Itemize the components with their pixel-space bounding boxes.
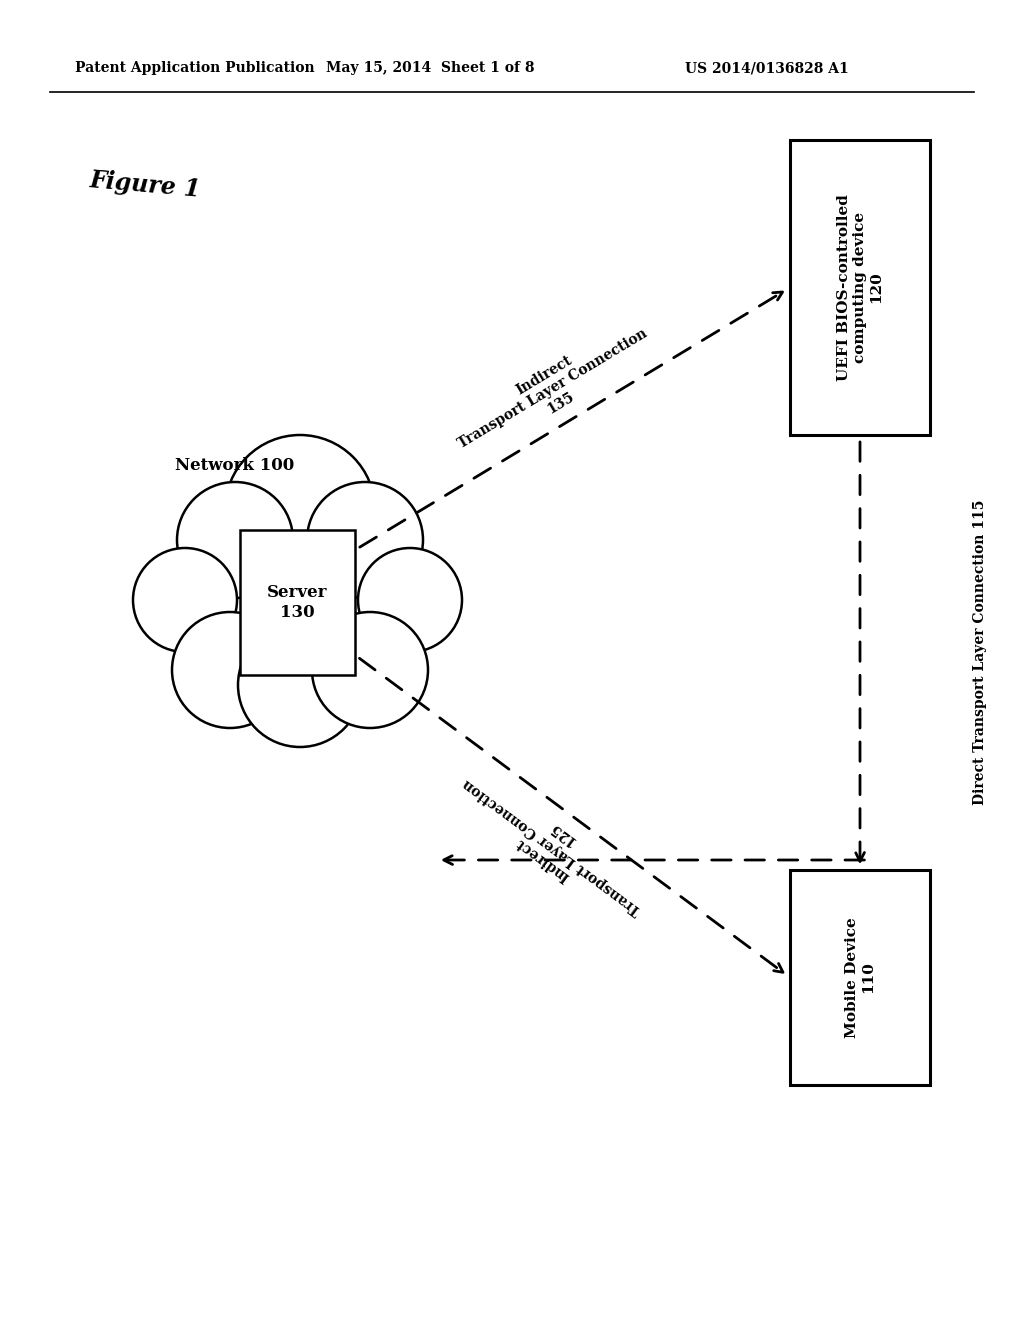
Text: Figure 1: Figure 1 — [88, 168, 202, 202]
Bar — [790, 870, 930, 1085]
Text: UEFI BIOS-controlled
computing device
120: UEFI BIOS-controlled computing device 12… — [837, 194, 883, 381]
Bar — [240, 531, 355, 675]
Text: Direct Transport Layer Connection 115: Direct Transport Layer Connection 115 — [973, 500, 987, 805]
Circle shape — [225, 436, 375, 585]
Text: May 15, 2014  Sheet 1 of 8: May 15, 2014 Sheet 1 of 8 — [326, 61, 535, 75]
Circle shape — [312, 612, 428, 729]
Text: Patent Application Publication: Patent Application Publication — [75, 61, 314, 75]
Circle shape — [177, 482, 293, 598]
Text: Indirect
Transport Layer Connection
135: Indirect Transport Layer Connection 135 — [447, 313, 657, 465]
Text: Network 100: Network 100 — [175, 457, 294, 474]
Text: Indirect
Transport Layer Connection
125: Indirect Transport Layer Connection 125 — [451, 763, 654, 929]
Text: Mobile Device
110: Mobile Device 110 — [845, 917, 876, 1038]
Circle shape — [172, 612, 288, 729]
Text: US 2014/0136828 A1: US 2014/0136828 A1 — [685, 61, 849, 75]
Circle shape — [133, 548, 237, 652]
Circle shape — [358, 548, 462, 652]
Circle shape — [238, 623, 362, 747]
Bar — [790, 140, 930, 436]
Circle shape — [307, 482, 423, 598]
Text: Server
130: Server 130 — [267, 585, 328, 620]
